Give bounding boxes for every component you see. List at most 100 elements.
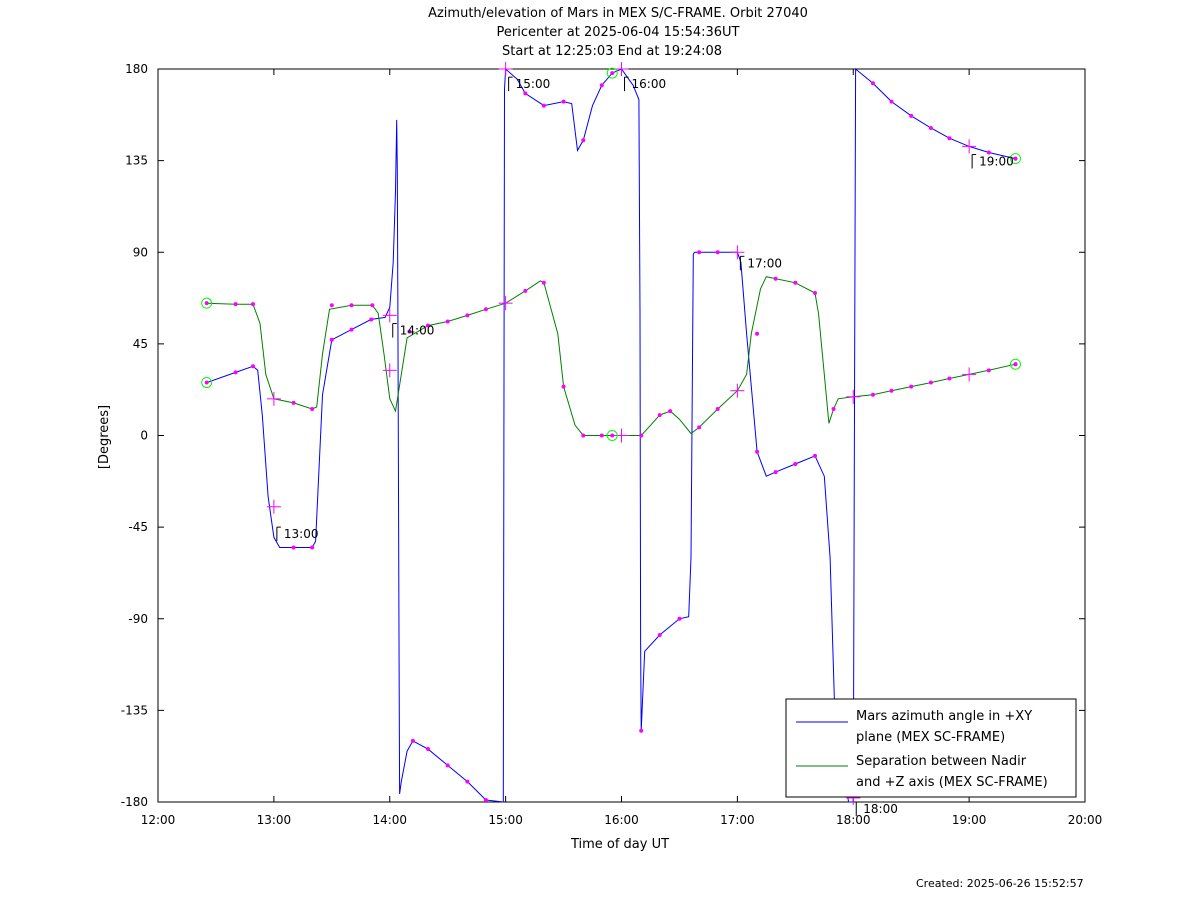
x-tick-label: 15:00	[488, 813, 523, 827]
separation-data-point	[329, 303, 334, 308]
azimuth-data-point	[425, 747, 430, 752]
azimuth-data-point	[523, 91, 528, 96]
azimuth-data-point	[465, 779, 470, 784]
start-end-circle-marker	[606, 430, 618, 441]
start-end-circle-marker	[606, 67, 618, 79]
separation-data-point	[561, 384, 566, 389]
azimuth-data-point	[889, 99, 894, 104]
hour-cross-marker	[498, 62, 513, 76]
legend-box	[785, 698, 1077, 798]
azimuth-data-point	[697, 250, 702, 255]
hour-label: 17:00	[739, 255, 782, 271]
start-end-circle-marker	[201, 297, 213, 309]
hour-label: 18:00	[855, 801, 898, 816]
separation-data-point	[370, 303, 375, 308]
x-tick-label: 12:00	[141, 813, 176, 827]
separation-data-point	[793, 280, 798, 285]
azimuth-data-point	[657, 633, 662, 638]
hour-cross-marker	[962, 139, 977, 154]
separation-data-point	[928, 380, 933, 385]
hour-cross-marker	[962, 367, 977, 382]
svg-text:13:00: 13:00	[284, 527, 319, 541]
azimuth-data-point	[986, 150, 991, 155]
separation-data-point	[541, 280, 546, 285]
azimuth-data-point	[909, 113, 914, 118]
x-tick-label: 18:00	[836, 813, 871, 827]
y-axis-label: [Degrees]	[97, 405, 112, 469]
azimuth-data-point	[561, 99, 566, 104]
hour-cross-marker	[498, 296, 513, 311]
legend: Mars azimuth angle in +XY plane (MEX SC-…	[785, 698, 1077, 798]
y-tick-label: -45	[128, 520, 148, 534]
hour-cross-marker	[382, 308, 397, 323]
separation-data-point	[668, 409, 673, 414]
svg-text:19:00: 19:00	[979, 155, 1014, 169]
separation-data-point	[773, 276, 778, 281]
separation-data-point	[889, 388, 894, 393]
azimuth-data-point	[793, 462, 798, 467]
separation-data-point	[483, 307, 488, 312]
separation-data-point	[599, 433, 604, 438]
hour-label: 16:00	[624, 76, 666, 92]
separation-data-point	[813, 290, 818, 295]
legend-label-azimuth-2: plane (MEX SC-FRAME)	[856, 730, 1005, 745]
azimuth-data-point	[677, 616, 682, 621]
y-tick-label: 180	[125, 62, 148, 76]
x-tick-label: 19:00	[952, 813, 987, 827]
azimuth-data-point	[599, 83, 604, 88]
azimuth-data-point	[483, 797, 488, 802]
hour-label: 19:00	[971, 154, 1014, 169]
x-tick-label: 17:00	[720, 813, 755, 827]
azimuth-data-point	[233, 370, 238, 375]
separation-data-point	[947, 376, 952, 381]
svg-text:17:00: 17:00	[747, 256, 782, 270]
separation-data-point	[697, 425, 702, 430]
separation-data-point	[715, 407, 720, 412]
azimuth-data-point	[928, 126, 933, 131]
azimuth-data-point	[581, 138, 586, 143]
separation-data-point	[657, 413, 662, 418]
azimuth-data-point	[715, 250, 720, 255]
azimuth-data-point	[251, 364, 256, 369]
separation-data-point	[581, 433, 586, 438]
chart-title: Azimuth/elevation of Mars in MEX S/C-FRA…	[428, 6, 808, 21]
hour-label: 14:00	[392, 323, 435, 338]
azimuth-data-point	[445, 763, 450, 768]
azimuth-data-point	[870, 81, 875, 86]
y-tick-label: -90	[128, 612, 148, 626]
hour-cross-marker	[614, 428, 629, 443]
x-tick-label: 16:00	[604, 813, 639, 827]
azimuth-data-point	[947, 136, 952, 141]
azimuth-data-point	[541, 103, 546, 108]
x-tick-label: 20:00	[1068, 813, 1103, 827]
svg-text:18:00: 18:00	[863, 802, 898, 816]
hour-cross-marker	[730, 383, 745, 398]
y-tick-label: -135	[121, 703, 148, 717]
separation-data-point	[523, 288, 528, 293]
hour-cross-marker	[266, 499, 281, 514]
hour-cross-marker	[266, 391, 281, 406]
azimuth-data-point	[410, 738, 415, 743]
y-tick-label: 0	[140, 429, 148, 443]
hour-cross-marker	[382, 363, 397, 378]
separation-data-point	[291, 400, 296, 405]
x-tick-label: 14:00	[372, 813, 407, 827]
separation-data-point	[465, 313, 470, 318]
separation-data-point	[986, 368, 991, 373]
azimuth-data-point	[329, 337, 334, 342]
svg-text:15:00: 15:00	[516, 77, 551, 91]
y-tick-label: 135	[125, 154, 148, 168]
separation-data-point	[909, 384, 914, 389]
separation-data-point	[233, 302, 238, 307]
svg-text:14:00: 14:00	[400, 324, 435, 338]
legend-label-separation-1: Separation between Nadir	[856, 754, 1027, 769]
hour-labels: 13:00 14:00 15:00 16:00 17:00 18:00 19:00	[276, 76, 1014, 816]
separation-data-point	[310, 407, 315, 412]
separation-data-point	[755, 331, 760, 336]
azimuth-data-point	[310, 545, 315, 550]
chart-subtitle-start-end: Start at 12:25:03 End at 19:24:08	[502, 44, 722, 59]
y-tick-label: 45	[133, 337, 148, 351]
series-line-separation	[206, 276, 1016, 436]
separation-data-point	[831, 407, 836, 412]
